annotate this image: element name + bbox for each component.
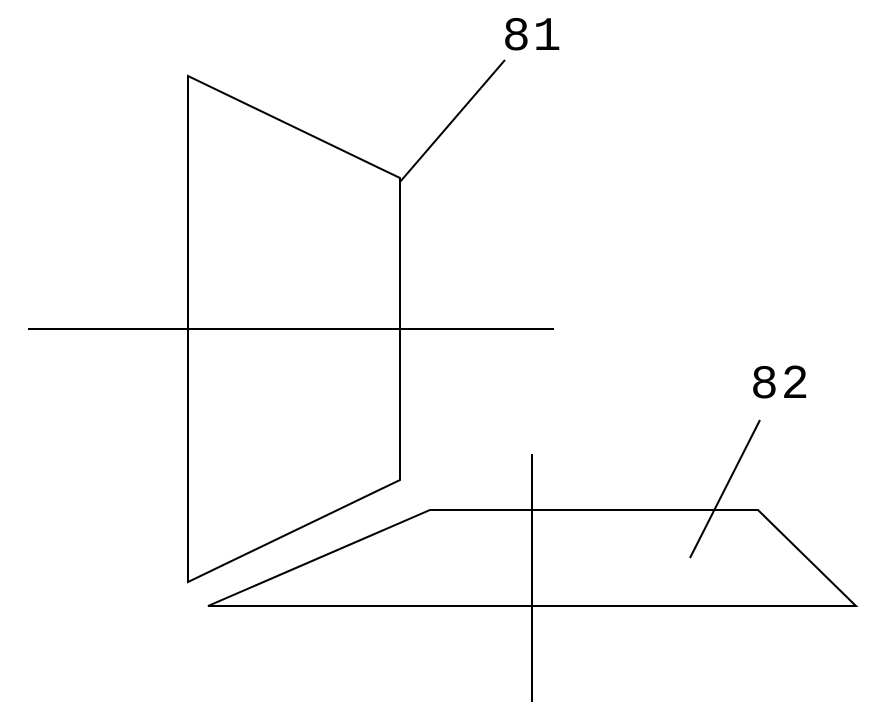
- callout-label-81: 81: [502, 14, 564, 62]
- callout-label-82: 82: [750, 362, 812, 410]
- diagram-canvas: [0, 0, 874, 707]
- leader-line-82: [690, 420, 760, 558]
- leader-line-81: [400, 60, 505, 182]
